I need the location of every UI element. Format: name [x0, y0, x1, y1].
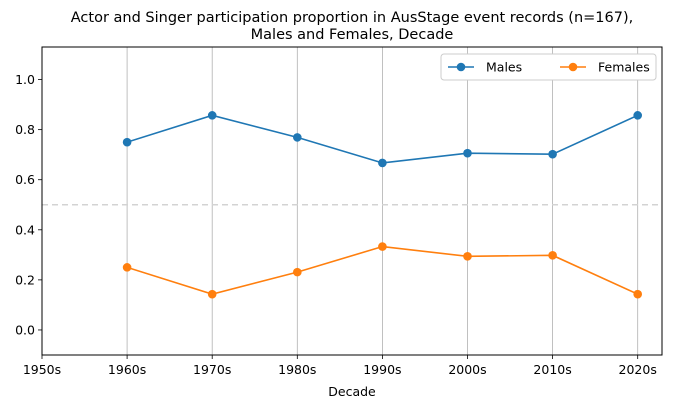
x-tick-label: 2010s: [533, 362, 571, 377]
males-point: [463, 148, 472, 158]
females-point: [207, 289, 217, 299]
chart-title-line1: Actor and Singer participation proportio…: [71, 10, 633, 26]
y-tick-label: 0.2: [15, 272, 35, 287]
females-point: [463, 252, 472, 261]
females-point: [548, 251, 557, 260]
chart-title-line2: Males and Females, Decade: [251, 27, 454, 43]
y-tick-label: 0.8: [15, 122, 35, 137]
x-tick-label: 1960s: [108, 362, 146, 377]
legend-females-marker: [568, 62, 578, 72]
grid-layer: [41, 47, 639, 355]
females-point: [122, 263, 132, 272]
x-tick-label: 1950s: [23, 362, 61, 377]
legend-box: [440, 53, 657, 81]
x-tick-label: 1990s: [363, 362, 401, 377]
females-point: [633, 289, 642, 299]
legend-males-label: Males: [486, 60, 522, 75]
legend-males-marker: [456, 62, 466, 72]
males-point: [548, 149, 557, 159]
y-axis: 0.0 0.2 0.4 0.6 0.8 1.0: [15, 72, 42, 337]
y-tick-label: 0.0: [15, 322, 35, 337]
y-tick-label: 0.4: [15, 222, 35, 237]
plot-frame: [41, 46, 663, 356]
females-point: [293, 267, 302, 277]
males-point: [378, 158, 387, 168]
females-point: [378, 242, 387, 251]
x-tick-label: 2000s: [448, 362, 486, 377]
series-layer: [122, 111, 642, 299]
males-point: [293, 133, 302, 142]
males-point: [122, 137, 132, 147]
x-axis: 1950s 1960s 1970s 1980s 1990s 2000s 2010s 2020s: [23, 355, 657, 377]
males-point: [207, 111, 217, 120]
legend-females-label: Females: [598, 60, 650, 75]
x-tick-label: 1970s: [193, 362, 231, 377]
y-tick-label: 0.6: [15, 172, 35, 187]
x-axis-label: Decade: [328, 384, 376, 399]
y-tick-label: 1.0: [15, 72, 35, 87]
x-tick-label: 2020s: [619, 362, 657, 377]
x-tick-label: 1980s: [278, 362, 316, 377]
males-point: [633, 111, 642, 120]
legend: Males Females: [440, 53, 657, 81]
